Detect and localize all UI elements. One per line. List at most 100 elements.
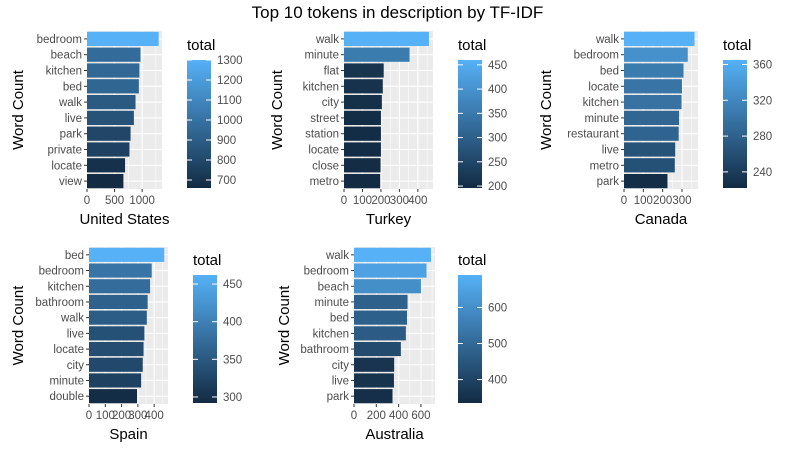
bar-minute: [354, 294, 408, 310]
bar-locate: [344, 142, 381, 157]
legend-colorbar: [723, 60, 747, 188]
y-tick-label: live: [332, 375, 349, 387]
legend-colorbar: [187, 60, 211, 188]
y-tick-label: park: [597, 176, 620, 188]
legend-tick-label: 240: [753, 167, 772, 179]
bar-bedroom: [87, 31, 159, 47]
legend-title: total: [458, 37, 486, 54]
x-tick-label: 400: [408, 195, 427, 207]
legend-colorbar: [458, 275, 482, 403]
bar-metro: [624, 158, 675, 173]
y-tick-label: bed: [330, 313, 349, 325]
legend-tick-label: 600: [488, 302, 507, 314]
y-tick-label: walk: [315, 34, 339, 46]
y-tick-label: kitchen: [46, 66, 82, 78]
y-axis-title: Word Count: [10, 69, 27, 150]
chart-panel-spain: bed bedroom kitchen bathroom walk live locate c…: [10, 247, 242, 443]
bar-station: [344, 126, 381, 141]
bar-kitchen: [87, 63, 140, 78]
bar-street: [344, 110, 381, 126]
bar-kitchen: [624, 94, 682, 110]
bar-locate: [624, 79, 682, 94]
bar-walk: [624, 31, 695, 47]
y-tick-label: close: [312, 160, 339, 172]
legend-tick-label: 300: [223, 392, 242, 404]
legend-colorbar: [458, 60, 482, 188]
legend-tick-label: 700: [217, 175, 236, 187]
legend-colorbar: [193, 275, 217, 403]
y-tick-label: live: [67, 328, 84, 340]
y-tick-label: view: [59, 176, 83, 188]
x-axis-title: Canada: [635, 211, 688, 228]
legend-tick-label: 1000: [217, 115, 243, 127]
y-tick-label: bedroom: [39, 266, 84, 278]
bar-city: [89, 357, 143, 372]
y-tick-label: locate: [53, 344, 84, 356]
y-tick-label: bed: [65, 250, 84, 262]
y-tick-label: station: [305, 129, 339, 141]
bar-kitchen: [344, 79, 383, 94]
x-tick-label: 100: [96, 410, 115, 422]
y-tick-label: city: [67, 360, 85, 372]
y-tick-label: bed: [600, 66, 619, 78]
legend-tick-label: 200: [488, 181, 507, 193]
bar-kitchen: [89, 279, 151, 294]
bar-walk: [344, 31, 429, 47]
bar-double: [89, 389, 138, 404]
legend-tick-label: 400: [488, 84, 507, 96]
y-tick-label: minute: [304, 50, 339, 62]
y-tick-label: locate: [308, 145, 339, 157]
legend: total 240 280 320 360: [723, 37, 772, 188]
bar-live: [624, 142, 676, 157]
bar-walk: [354, 247, 431, 262]
legend-tick-label: 320: [753, 95, 772, 107]
bar-minute: [89, 373, 142, 388]
x-tick-label: 400: [145, 410, 164, 422]
y-tick-label: city: [332, 360, 350, 372]
bar-bathroom: [89, 294, 148, 310]
chart-panel-turkey: walk minute flat kitchen city street station lo…: [269, 31, 507, 228]
y-tick-label: locate: [588, 81, 619, 93]
bar-bed: [89, 247, 165, 262]
y-tick-label: bedroom: [304, 266, 349, 278]
legend-tick-label: 400: [488, 375, 507, 387]
legend-title: total: [723, 37, 751, 54]
bar-bedroom: [354, 263, 427, 278]
legend-title: total: [193, 252, 221, 269]
bar-restaurant: [624, 126, 679, 141]
bar-beach: [87, 47, 141, 62]
y-tick-label: live: [65, 113, 82, 125]
legend: total 300 350 400 450: [193, 252, 242, 404]
bar-bed: [354, 310, 407, 325]
x-tick-label: 200: [367, 410, 386, 422]
x-axis-title: United States: [79, 211, 169, 228]
y-tick-label: walk: [595, 34, 619, 46]
bar-locate: [89, 341, 144, 357]
chart-panel-united-states: bedroom beach kitchen bed walk live park privat…: [10, 31, 243, 228]
y-tick-label: walk: [325, 250, 349, 262]
x-axis-title: Australia: [365, 426, 424, 443]
y-tick-label: private: [47, 145, 82, 157]
bar-city: [354, 357, 395, 372]
bar-city: [344, 94, 382, 110]
x-axis-title: Turkey: [366, 211, 412, 228]
x-tick-label: 300: [390, 195, 409, 207]
bar-bed: [87, 79, 139, 94]
legend-tick-label: 350: [223, 354, 242, 366]
x-tick-label: 100: [634, 195, 653, 207]
legend-tick-label: 1100: [217, 95, 242, 107]
bar-kitchen: [354, 326, 406, 341]
bar-close: [344, 158, 381, 173]
y-axis-title: Word Count: [10, 285, 27, 366]
x-tick-label: 500: [105, 195, 124, 207]
y-tick-label: park: [60, 129, 83, 141]
y-tick-label: minute: [49, 375, 84, 387]
x-tick-label: 300: [672, 195, 691, 207]
y-tick-label: bedroom: [574, 50, 619, 62]
legend-tick-label: 400: [223, 317, 242, 329]
y-tick-label: kitchen: [583, 97, 619, 109]
y-tick-label: walk: [60, 313, 84, 325]
bar-view: [87, 173, 124, 189]
y-tick-label: flat: [324, 66, 340, 78]
